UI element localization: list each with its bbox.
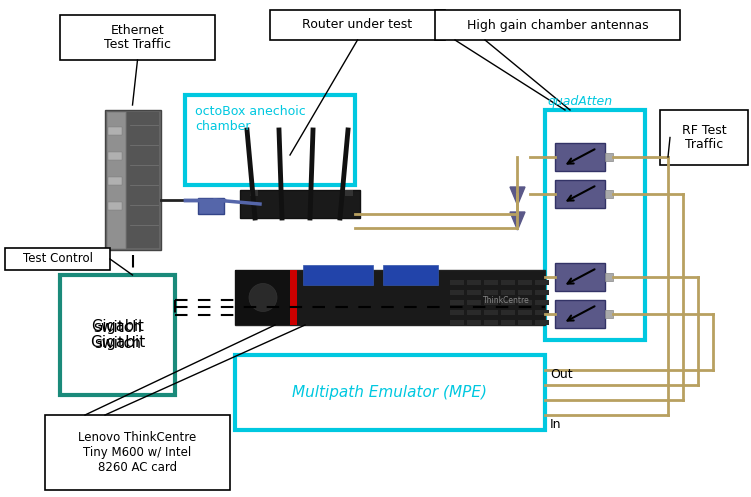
Bar [501, 280, 515, 285]
Bar [5, 248, 110, 270]
Bar [467, 310, 481, 315]
Polygon shape [510, 212, 525, 230]
Bar [484, 320, 498, 325]
Bar [185, 95, 355, 185]
Text: Gigabit
switch: Gigabit switch [91, 319, 144, 351]
Bar [467, 290, 481, 295]
Bar [235, 355, 545, 430]
Bar [60, 15, 215, 60]
Bar [107, 127, 122, 135]
Bar [235, 270, 545, 325]
Bar [467, 300, 481, 305]
Bar [501, 320, 515, 325]
Text: Gigabit: Gigabit [90, 335, 145, 350]
Bar [107, 177, 122, 185]
Bar [501, 300, 515, 305]
Text: Multipath Emulator (MPE): Multipath Emulator (MPE) [292, 385, 487, 400]
Bar [660, 110, 748, 165]
Bar [545, 110, 645, 340]
Bar [450, 280, 464, 285]
Bar [535, 320, 549, 325]
Polygon shape [510, 187, 525, 205]
Bar [555, 143, 605, 171]
Bar [555, 300, 605, 328]
Bar [60, 275, 175, 395]
Bar [435, 10, 680, 40]
Bar [484, 300, 498, 305]
Text: octoBox anechoic
chamber: octoBox anechoic chamber [195, 105, 306, 133]
Bar [605, 153, 613, 161]
Bar [555, 263, 605, 291]
Bar [450, 320, 464, 325]
Bar [535, 280, 549, 285]
Bar [501, 290, 515, 295]
Bar [518, 320, 532, 325]
Bar [250, 190, 258, 196]
Text: High gain chamber antennas: High gain chamber antennas [466, 18, 648, 31]
Text: switch: switch [93, 320, 142, 334]
Bar [303, 265, 373, 285]
Bar [383, 265, 438, 285]
Bar [107, 152, 122, 160]
Bar [45, 415, 230, 490]
Bar [235, 270, 290, 325]
Bar [484, 290, 498, 295]
Bar [450, 300, 464, 305]
Text: Ethernet
Test Traffic: Ethernet Test Traffic [104, 23, 171, 52]
Bar [240, 190, 360, 218]
Bar [518, 280, 532, 285]
Bar [605, 190, 613, 198]
Bar [484, 310, 498, 315]
Bar [535, 300, 549, 305]
Bar [501, 310, 515, 315]
Bar [345, 190, 353, 196]
Bar [518, 310, 532, 315]
Text: Out: Out [550, 368, 572, 382]
Text: RF Test
Traffic: RF Test Traffic [682, 123, 726, 152]
Bar [535, 290, 549, 295]
Text: Lenovo ThinkCentre
Tiny M600 w/ Intel
8260 AC card: Lenovo ThinkCentre Tiny M600 w/ Intel 82… [78, 431, 197, 474]
Bar [290, 270, 297, 325]
Circle shape [249, 283, 277, 312]
Bar [518, 290, 532, 295]
Bar [535, 310, 549, 315]
Bar [107, 112, 125, 248]
Text: In: In [550, 418, 562, 431]
Text: quadAtten: quadAtten [547, 95, 612, 108]
Bar [104, 110, 161, 250]
Bar [484, 280, 498, 285]
Text: Router under test: Router under test [303, 18, 412, 31]
Bar [450, 290, 464, 295]
Bar [518, 300, 532, 305]
Bar [270, 10, 445, 40]
Text: ThinkCentre: ThinkCentre [483, 296, 530, 305]
Bar [605, 310, 613, 318]
Bar [555, 180, 605, 208]
Bar [605, 273, 613, 281]
Bar [198, 198, 224, 214]
Bar [126, 112, 158, 248]
Bar [467, 320, 481, 325]
Bar [107, 202, 122, 210]
Text: Test Control: Test Control [23, 252, 92, 265]
Bar [450, 310, 464, 315]
Bar [467, 280, 481, 285]
